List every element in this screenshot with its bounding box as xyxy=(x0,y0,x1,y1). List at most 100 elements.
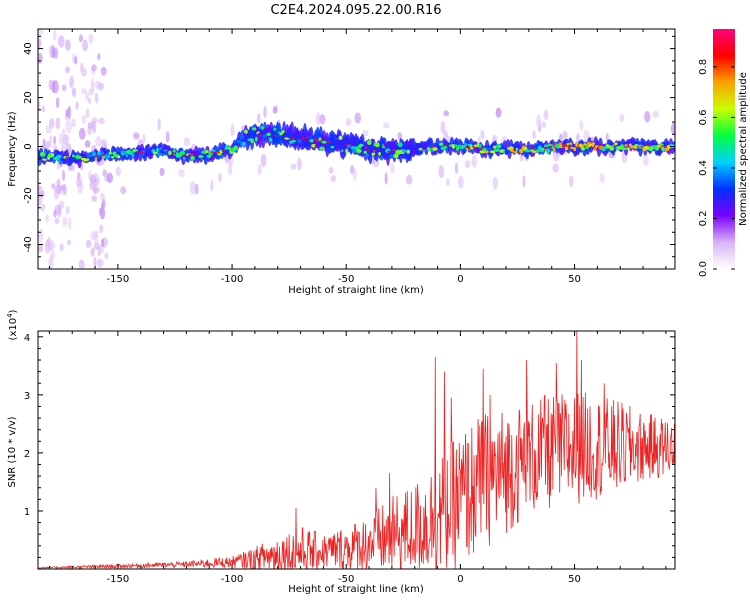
heatmap-cell xyxy=(356,148,362,154)
heatmap-cell xyxy=(440,120,446,134)
heatmap-cell xyxy=(53,186,60,200)
heatmap-cell xyxy=(78,34,83,43)
heatmap-cell xyxy=(198,155,204,159)
heatmap-cell xyxy=(593,147,597,151)
heatmap-cell xyxy=(562,130,568,140)
heatmap-cell xyxy=(330,145,335,149)
heatmap-cell xyxy=(38,100,41,110)
heatmap-cell xyxy=(344,143,348,146)
heatmap-cell xyxy=(194,183,199,195)
heatmap-cell xyxy=(116,155,121,159)
heatmap-cell xyxy=(552,163,559,173)
heatmap-cell xyxy=(81,88,87,95)
heatmap-cell xyxy=(373,149,376,153)
heatmap-cell xyxy=(573,147,577,151)
heatmap-cell xyxy=(142,134,146,144)
heatmap-cell xyxy=(92,186,100,194)
heatmap-cell xyxy=(86,158,90,161)
heatmap-cell xyxy=(42,138,46,151)
heatmap-cell xyxy=(51,183,56,190)
heatmap-cell xyxy=(348,150,354,153)
heatmap-cell xyxy=(63,184,67,196)
heatmap-cell xyxy=(274,134,277,137)
heatmap-cell xyxy=(189,181,196,195)
heatmap-cell xyxy=(68,156,75,161)
heatmap-cell xyxy=(512,150,518,154)
spectrogram-ticks: -150 -100 -50 0 50 -40 -20 0 20 40 xyxy=(23,29,675,285)
spectrogram-xlabel: Height of straight line (km) xyxy=(288,285,424,296)
heatmap-cell xyxy=(85,239,92,248)
heatmap-cell xyxy=(75,176,83,187)
heatmap-cell xyxy=(55,96,60,109)
heatmap-cell xyxy=(99,192,106,201)
y-tick-label: 40 xyxy=(23,42,34,55)
heatmap-cell xyxy=(66,239,72,246)
heatmap-cell xyxy=(609,146,615,151)
heatmap-cell xyxy=(480,129,485,140)
heatmap-cell xyxy=(443,110,449,117)
heatmap-cell xyxy=(301,137,305,140)
heatmap-cell xyxy=(438,165,445,179)
x-tick-label: -100 xyxy=(221,574,244,585)
heatmap-cell xyxy=(545,148,551,154)
heatmap-cell xyxy=(165,131,170,143)
heatmap-cell xyxy=(471,154,478,168)
heatmap-cell xyxy=(544,147,547,150)
heatmap-cell xyxy=(71,87,77,97)
heatmap-cell xyxy=(493,148,500,152)
heatmap-cell xyxy=(62,128,66,135)
heatmap-cell xyxy=(368,147,374,152)
heatmap-cell xyxy=(65,109,69,118)
heatmap-cell xyxy=(56,154,62,159)
heatmap-cell xyxy=(315,112,321,126)
heatmap-cell xyxy=(52,29,57,41)
heatmap-cell xyxy=(88,33,94,44)
heatmap-cell xyxy=(48,255,54,269)
heatmap-cell xyxy=(380,156,383,161)
heatmap-cell xyxy=(629,145,635,149)
heatmap-cell xyxy=(227,147,232,150)
heatmap-cell xyxy=(101,238,105,247)
heatmap-cell xyxy=(387,150,391,153)
heatmap-cell xyxy=(93,256,97,268)
heatmap-cell xyxy=(38,228,44,243)
heatmap-cell xyxy=(271,134,275,140)
colorbar-ticks: 0.0 0.2 0.4 0.6 0.8 xyxy=(698,59,735,277)
heatmap-cell xyxy=(624,144,628,147)
heatmap-cell xyxy=(65,119,72,134)
heatmap-cell xyxy=(38,37,42,49)
heatmap-cell xyxy=(260,153,267,168)
heatmap-cell xyxy=(404,140,408,145)
heatmap-cell xyxy=(406,149,411,154)
heatmap-cell xyxy=(222,150,226,153)
heatmap-cell xyxy=(256,113,261,124)
heatmap-cell xyxy=(564,146,569,151)
heatmap-cell xyxy=(283,132,287,136)
heatmap-cell xyxy=(183,137,191,147)
y-tick-label: 1 xyxy=(24,507,30,518)
heatmap-cell xyxy=(513,148,516,152)
heatmap-cell xyxy=(131,153,135,158)
heatmap-cell xyxy=(210,180,214,192)
heatmap-cell xyxy=(98,82,104,91)
heatmap-cell xyxy=(55,117,61,130)
heatmap-cell xyxy=(59,243,64,252)
heatmap-cell xyxy=(504,149,510,154)
heatmap-cell xyxy=(87,122,94,129)
colorbar-tick-label: 0.4 xyxy=(698,160,709,176)
heatmap-cell xyxy=(115,166,121,177)
heatmap-cell xyxy=(347,144,351,148)
x-tick-label: -150 xyxy=(107,574,130,585)
x-tick-label: 50 xyxy=(568,574,581,585)
colorbar-tick-label: 0.0 xyxy=(698,261,709,277)
heatmap-cell xyxy=(354,112,362,124)
heatmap-cell xyxy=(540,150,544,153)
colorbar-gradient xyxy=(713,29,735,269)
spectrogram-panel: -150 -100 -50 0 50 -40 -20 0 20 40 Height of stra… xyxy=(7,28,676,296)
heatmap-cell xyxy=(319,114,326,125)
heatmap-cell xyxy=(383,143,389,147)
heatmap-cell xyxy=(88,97,92,105)
heatmap-cell xyxy=(290,163,297,170)
heatmap-cell xyxy=(266,132,271,137)
heatmap-cell xyxy=(244,129,248,134)
